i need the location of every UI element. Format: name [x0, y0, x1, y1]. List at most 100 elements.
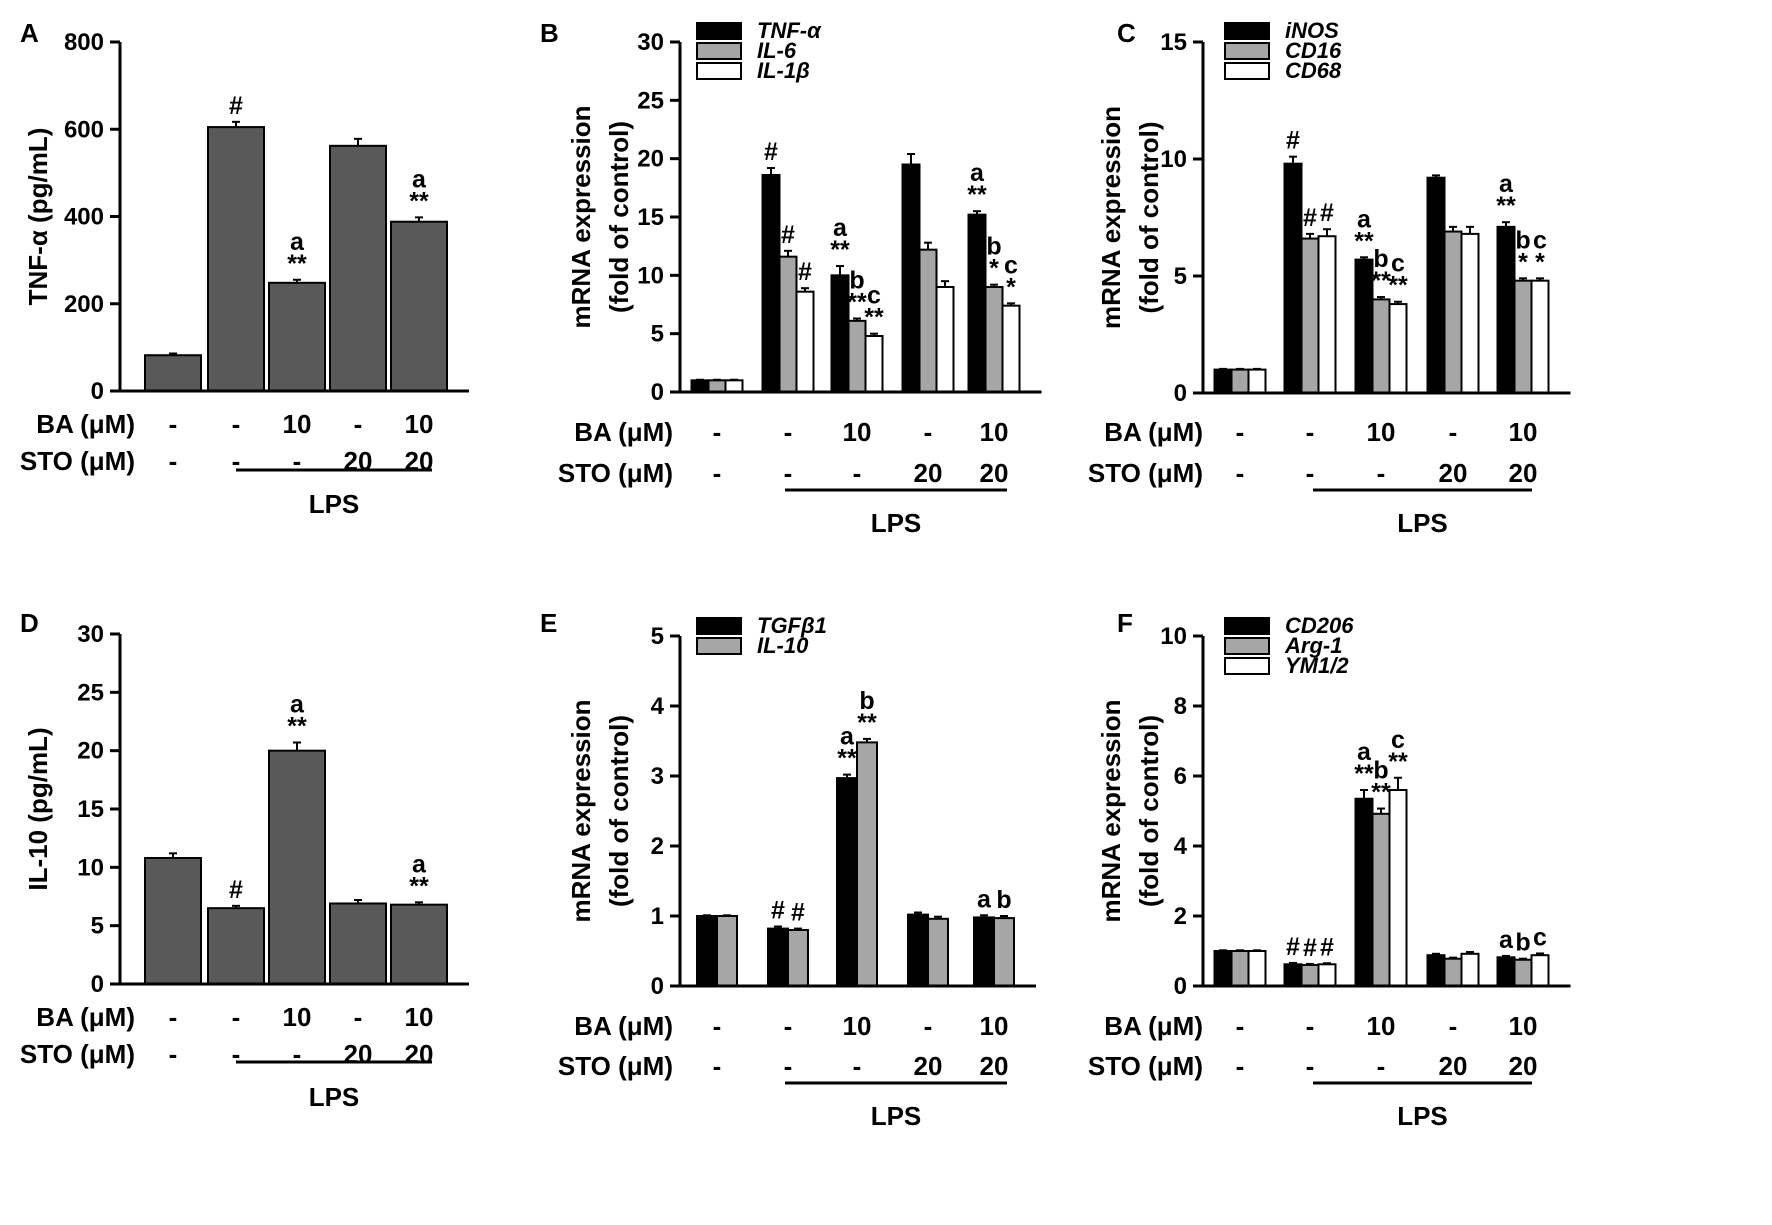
significance-label: #: [771, 897, 785, 925]
sto-value: 20: [914, 1051, 943, 1081]
y-tick-label: 0: [651, 973, 664, 1000]
legend-label: IL-1β: [757, 58, 810, 83]
significance-label: **: [409, 872, 429, 900]
bar: [1247, 368, 1267, 395]
bar: [761, 174, 781, 393]
sto-value: -: [1377, 458, 1386, 488]
ba-value: -: [1449, 1011, 1458, 1041]
panel-letter: C: [1117, 18, 1136, 48]
legend-label: iNOS: [1285, 18, 1339, 43]
significance-label: #: [229, 876, 243, 904]
y-axis-label-2: (fold of control): [604, 121, 634, 313]
significance-label: a: [833, 214, 848, 242]
sto-value: -: [784, 1051, 793, 1081]
bar: [1460, 232, 1480, 394]
bar: [901, 163, 921, 393]
lps-label: LPS: [309, 1082, 360, 1112]
sto-value: 20: [1509, 1051, 1538, 1081]
significance-label: a: [840, 723, 855, 751]
significance-label: c: [1533, 226, 1547, 254]
bar: [390, 903, 448, 986]
significance-label: c: [867, 282, 881, 310]
bar: [1426, 954, 1446, 988]
bar: [767, 927, 789, 987]
y-tick-label: 5: [1174, 263, 1187, 290]
legend-swatch: [696, 637, 742, 655]
y-axis-label-2: (fold of control): [604, 715, 634, 907]
ba-value: -: [169, 409, 178, 439]
ba-value: -: [1236, 1011, 1245, 1041]
y-axis-label-2: (fold of control): [1134, 121, 1164, 313]
sto-value: -: [169, 1039, 178, 1069]
bar: [795, 290, 815, 393]
panel-letter: B: [540, 18, 559, 48]
lps-label: LPS: [309, 489, 360, 519]
bar: [1496, 956, 1516, 987]
legend-label: CD68: [1285, 58, 1342, 83]
sto-value: -: [293, 1039, 302, 1069]
significance-label: #: [1286, 933, 1300, 961]
sto-value: -: [853, 458, 862, 488]
significance-label: c: [1391, 250, 1405, 278]
legend-swatch: [696, 617, 742, 635]
sto-value: 20: [1439, 458, 1468, 488]
bar: [144, 857, 202, 985]
bar: [207, 907, 265, 986]
significance-label: b: [1515, 929, 1530, 957]
sto-value: 20: [980, 458, 1009, 488]
bar: [1426, 176, 1446, 394]
legend-label: Arg-1: [1284, 633, 1342, 658]
bar: [967, 213, 987, 393]
legend-label: CD16: [1285, 38, 1342, 63]
bar: [993, 917, 1015, 987]
bar: [927, 917, 949, 987]
y-tick-label: 15: [1160, 29, 1187, 56]
significance-label: b: [986, 233, 1001, 261]
significance-label: b: [996, 886, 1011, 914]
y-tick-label: 8: [1174, 693, 1187, 720]
significance-label: **: [1354, 227, 1374, 255]
bar: [1213, 950, 1233, 987]
ba-value: 10: [1367, 1011, 1396, 1041]
significance-label: a: [977, 885, 992, 913]
significance-label: **: [1354, 760, 1374, 788]
sto-value: -: [713, 458, 722, 488]
ba-value: -: [354, 1002, 363, 1032]
ba-value: -: [784, 1011, 793, 1041]
bar: [1388, 303, 1408, 394]
legend-label: CD206: [1285, 613, 1354, 638]
panel-c: C 0 5 10 15 mRNA expression (fold of control) #…: [1088, 18, 1571, 538]
significance-label: b: [1373, 245, 1388, 273]
significance-label: a: [1357, 738, 1372, 766]
sto-value: 20: [344, 1039, 373, 1069]
sto-value: -: [169, 446, 178, 476]
y-tick-label: 30: [77, 621, 104, 648]
lps-label: LPS: [871, 1101, 922, 1131]
bar: [856, 741, 878, 988]
y-tick-label: 2: [1174, 903, 1187, 930]
significance-label: a: [290, 691, 305, 719]
bar: [864, 335, 884, 393]
sto-value: 20: [980, 1051, 1009, 1081]
y-tick-label: 1: [651, 903, 664, 930]
y-tick-label: 0: [1174, 380, 1187, 407]
bar: [1247, 950, 1267, 987]
sto-value: 20: [1509, 458, 1538, 488]
ba-value: -: [354, 409, 363, 439]
y-tick-label: 3: [651, 763, 664, 790]
y-axis-label: TNF-α (pg/mL): [23, 128, 53, 306]
ba-value: -: [924, 417, 933, 447]
panel-b: B 0 5 10 15 20 25 30 mRNA expression (fold of con…: [540, 18, 1042, 538]
sto-value: -: [293, 446, 302, 476]
bar: [830, 274, 850, 394]
bar: [1513, 958, 1533, 987]
row-label-sto: STO (μM): [1088, 458, 1203, 488]
bar: [1317, 963, 1337, 987]
bar: [973, 916, 995, 988]
legend-label: TNF-α: [757, 18, 822, 43]
significance-label: **: [409, 187, 429, 215]
bar: [1388, 789, 1408, 987]
y-tick-label: 10: [77, 854, 104, 881]
y-tick-label: 0: [1174, 973, 1187, 1000]
